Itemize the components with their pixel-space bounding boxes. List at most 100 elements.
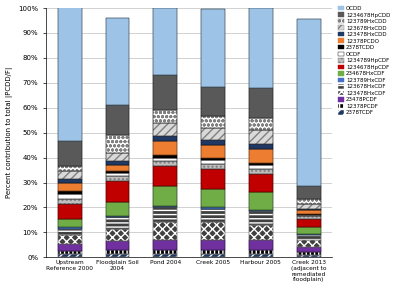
Bar [297, 234, 320, 235]
Bar [297, 235, 320, 240]
Bar [201, 240, 225, 250]
Bar [106, 171, 129, 173]
Bar [106, 161, 129, 165]
Bar [297, 19, 320, 186]
Bar [106, 161, 129, 165]
Bar [297, 255, 320, 257]
Bar [297, 186, 320, 199]
Bar [153, 161, 177, 166]
Bar [297, 209, 320, 210]
Bar [153, 8, 177, 75]
Bar [153, 206, 177, 207]
Bar [249, 149, 273, 162]
Bar [58, 179, 82, 183]
Bar [153, 222, 177, 240]
Bar [297, 234, 320, 235]
Bar [297, 214, 320, 215]
Bar [297, 219, 320, 227]
Bar [297, 219, 320, 227]
Bar [58, 141, 82, 166]
Bar [297, 227, 320, 234]
Bar [249, 253, 273, 257]
Bar [106, 181, 129, 202]
Bar [297, 19, 320, 186]
Bar [201, 207, 225, 209]
Bar [249, 192, 273, 210]
Bar [58, 166, 82, 171]
Bar [297, 204, 320, 209]
Bar [58, 204, 82, 219]
Bar [201, 158, 225, 160]
Bar [297, 247, 320, 252]
Bar [297, 247, 320, 252]
Bar [201, 160, 225, 164]
Bar [249, 118, 273, 130]
Bar [153, 240, 177, 250]
Bar [106, 135, 129, 153]
Bar [297, 215, 320, 216]
Bar [106, 173, 129, 176]
Bar [297, 216, 320, 219]
Bar [249, 130, 273, 144]
Bar [249, 144, 273, 149]
Bar [153, 253, 177, 257]
Bar [201, 140, 225, 145]
Bar [201, 169, 225, 189]
Bar [249, 8, 273, 88]
Bar [249, 162, 273, 165]
Bar [297, 199, 320, 204]
Bar [153, 123, 177, 137]
Bar [249, 192, 273, 210]
Bar [106, 18, 129, 105]
Bar [153, 253, 177, 257]
Bar [58, 199, 82, 204]
Bar [297, 227, 320, 234]
Bar [297, 216, 320, 219]
Bar [249, 225, 273, 240]
Bar [106, 250, 129, 253]
Bar [153, 250, 177, 253]
Bar [153, 161, 177, 166]
Bar [106, 105, 129, 135]
Bar [58, 253, 82, 257]
Bar [106, 153, 129, 161]
Bar [249, 169, 273, 174]
Bar [153, 206, 177, 207]
Bar [58, 229, 82, 235]
Bar [58, 227, 82, 229]
Bar [249, 144, 273, 149]
Bar [297, 240, 320, 247]
Bar [297, 255, 320, 257]
Bar [153, 158, 177, 161]
Bar [153, 158, 177, 161]
Bar [201, 169, 225, 189]
Bar [58, 244, 82, 251]
Bar [201, 87, 225, 116]
Bar [201, 9, 225, 87]
Bar [58, 251, 82, 253]
Bar [106, 202, 129, 216]
Bar [153, 207, 177, 222]
Bar [58, 199, 82, 204]
Bar [201, 145, 225, 158]
Bar [201, 164, 225, 169]
Bar [106, 250, 129, 253]
Bar [201, 222, 225, 240]
Bar [58, 253, 82, 257]
Bar [106, 18, 129, 105]
Bar [153, 137, 177, 141]
Bar [297, 235, 320, 240]
Bar [58, 219, 82, 227]
Bar [153, 222, 177, 240]
Bar [249, 130, 273, 144]
Bar [106, 241, 129, 250]
Bar [153, 123, 177, 137]
Legend: OCDD, 1234678HpCDD, 123789HxCDD, 123678HxCDD, 123478HxCDD, 12378PCDO, 2378TCDD, : OCDD, 1234678HpCDD, 123789HxCDD, 123678H… [338, 6, 390, 115]
Bar [153, 110, 177, 123]
Bar [153, 137, 177, 141]
Bar [153, 166, 177, 186]
Bar [249, 240, 273, 250]
Bar [58, 191, 82, 194]
Bar [58, 235, 82, 244]
Bar [297, 210, 320, 214]
